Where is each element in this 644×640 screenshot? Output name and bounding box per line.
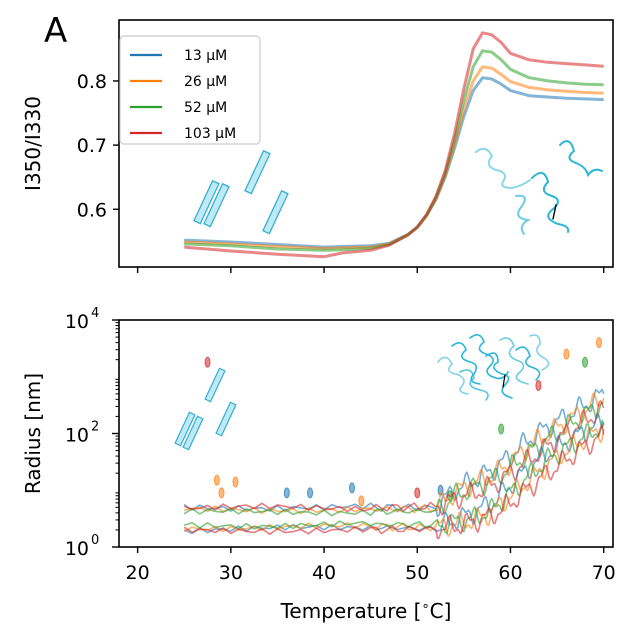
contour-blob — [349, 482, 356, 494]
contour-blob — [307, 487, 314, 499]
top-y-tick-label: 0.7 — [77, 135, 107, 157]
xlabel-degree: ∘ — [421, 599, 429, 614]
folded-rods-small-icon — [174, 367, 237, 451]
bottom-x-tick-label: 50 — [405, 562, 429, 584]
bottom-x-tick-label: 40 — [312, 562, 336, 584]
thermal-unfolding-panel: 0.6 0.7 0.8 I350/I330 13 µM 26 µM 52 µM 10… — [21, 19, 614, 273]
contour-blob — [204, 356, 211, 368]
legend-entry: 26 µM — [130, 74, 227, 90]
top-series-lines — [184, 31, 604, 259]
bottom-y-tick-exponent: 2 — [91, 420, 99, 435]
contour-blob — [283, 487, 290, 499]
bottom-y-tick-exponent: 0 — [91, 533, 99, 548]
bottom-x-tick-label: 30 — [219, 562, 243, 584]
legend-entry: 52 µM — [130, 100, 227, 116]
series-line-3 — [184, 31, 604, 259]
bottom-x-tick-label: 60 — [498, 562, 522, 584]
contour-trace — [183, 400, 605, 516]
contour-blob — [596, 337, 603, 349]
contour-blob — [232, 476, 239, 488]
legend-label-26: 26 µM — [184, 74, 227, 90]
contour-blob — [213, 474, 220, 486]
top-axes-frame — [118, 19, 614, 268]
contour-blob — [498, 423, 505, 435]
contour-blob — [358, 495, 365, 507]
contour-trace — [183, 426, 605, 538]
bottom-x-ticks: 20 30 40 50 60 70 — [126, 547, 616, 584]
bottom-illustrations — [174, 334, 550, 451]
contour-blob — [582, 356, 589, 368]
bottom-x-axis-label: Temperature [∘C] — [280, 599, 452, 623]
contour-trace — [183, 412, 605, 535]
legend-entry: 103 µM — [130, 126, 236, 142]
bottom-y-tick-label: 10 — [65, 311, 89, 333]
bottom-y-tick-label: 10 — [65, 538, 89, 560]
unfolded-coils-icon — [475, 140, 603, 235]
folded-rods-icon — [193, 149, 289, 235]
contour-blob — [563, 348, 570, 360]
legend: 13 µM 26 µM 52 µM 103 µM — [119, 35, 261, 145]
bottom-x-tick-label: 20 — [126, 562, 150, 584]
legend-label-13: 13 µM — [184, 48, 227, 64]
bottom-y-tick-exponent: 4 — [91, 306, 99, 321]
top-y-ticks: 0.6 0.7 0.8 — [77, 71, 119, 221]
top-illustrations — [193, 140, 603, 235]
contour-trace — [183, 424, 605, 540]
bottom-contour-blobs — [204, 337, 603, 507]
top-y-tick-label: 0.8 — [77, 71, 107, 93]
bottom-contour-traces — [183, 388, 605, 540]
legend-label-52: 52 µM — [184, 100, 227, 116]
contour-blob — [535, 380, 542, 392]
contour-blob — [218, 487, 225, 499]
bottom-y-axis-label: Radius [nm] — [21, 373, 45, 494]
top-x-ticks — [136, 267, 605, 273]
bottom-y-tick-label: 10 — [65, 425, 89, 447]
legend-entry: 13 µM — [130, 48, 227, 64]
aggregate-icon — [437, 334, 550, 401]
xlabel-part-1: Temperature [ — [280, 599, 422, 623]
bottom-x-tick-label: 70 — [592, 562, 616, 584]
contour-blob — [414, 487, 421, 499]
panel-label: A — [44, 11, 67, 51]
contour-trace — [183, 419, 605, 535]
legend-box — [119, 35, 261, 145]
contour-trace — [183, 401, 604, 517]
top-y-axis-label: I350/I330 — [21, 96, 45, 191]
legend-label-103: 103 µM — [184, 126, 236, 142]
xlabel-part-2: C] — [430, 599, 452, 623]
top-y-tick-label: 0.6 — [77, 199, 107, 221]
